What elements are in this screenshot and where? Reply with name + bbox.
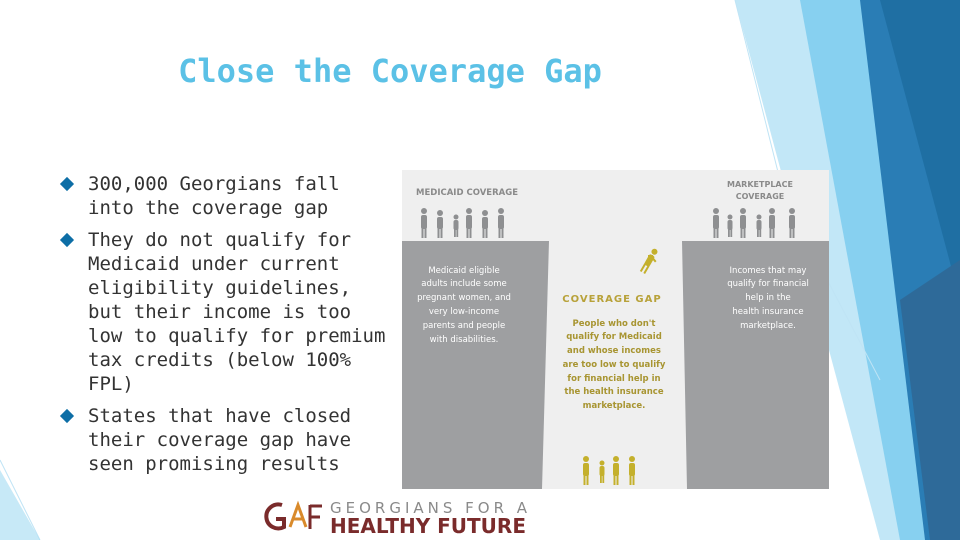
- logo-line-1: GEORGIANS FOR A: [330, 499, 532, 517]
- bullet-text: They do not qualify for Medicaid under c…: [88, 229, 386, 395]
- gap-text-line: the health insurance: [564, 387, 663, 397]
- medicaid-text-line: Medicaid eligible: [428, 266, 499, 276]
- medicaid-block: [402, 241, 549, 489]
- medicaid-text-line: with disabilities.: [430, 335, 499, 345]
- marketplace-description: Incomes that may qualify for financial h…: [727, 266, 809, 331]
- marketplace-block: [682, 241, 829, 489]
- coverage-gap-label: COVERAGE GAP: [562, 294, 661, 305]
- gap-text-line: marketplace.: [583, 401, 646, 411]
- people-icons-marketplace: [713, 208, 795, 238]
- diamond-bullet-icon: [59, 176, 75, 192]
- marketplace-text-line: qualify for financial: [727, 279, 809, 289]
- marketplace-text-line: Incomes that may: [730, 266, 807, 276]
- gap-text-line: People who don't: [573, 319, 656, 329]
- marketplace-text-line: help in the: [745, 293, 790, 303]
- gap-description: People who don't qualify for Medicaid an…: [563, 319, 666, 411]
- bullet-item: States that have closed their coverage g…: [59, 404, 390, 476]
- gahf-logo-mark-icon: [264, 500, 322, 531]
- marketplace-text-line: marketplace.: [740, 321, 796, 331]
- logo-line-2: HEALTHY FUTURE: [330, 514, 526, 538]
- gap-text-line: qualify for Medicaid: [566, 332, 662, 342]
- falling-person-icon: [639, 248, 658, 275]
- medicaid-description: Medicaid eligible adults include some pr…: [417, 266, 511, 345]
- marketplace-label-2: COVERAGE: [736, 192, 785, 201]
- marketplace-text-line: health insurance: [732, 307, 803, 317]
- bullet-item: 300,000 Georgians fall into the coverage…: [59, 172, 390, 220]
- bullet-item: They do not qualify for Medicaid under c…: [59, 228, 390, 396]
- bullet-text: States that have closed their coverage g…: [88, 405, 352, 475]
- diamond-bullet-icon: [59, 232, 75, 248]
- page-title: Close the Coverage Gap: [178, 52, 602, 90]
- medicaid-text-line: parents and people: [423, 321, 506, 331]
- gap-text-line: for financial help in: [567, 374, 660, 384]
- coverage-gap-infographic: MEDICAID COVERAGE MARKETPLACE COVERAGE: [402, 170, 829, 489]
- medicaid-label: MEDICAID COVERAGE: [416, 188, 518, 198]
- bullet-text: 300,000 Georgians fall into the coverage…: [88, 173, 340, 219]
- medicaid-text-line: very low-income: [429, 307, 499, 317]
- people-icons-medicaid: [421, 208, 504, 238]
- medicaid-text-line: pregnant women, and: [417, 293, 511, 303]
- diamond-bullet-icon: [59, 408, 75, 424]
- medicaid-text-line: adults include some: [421, 279, 506, 289]
- people-icons-gap: [583, 456, 635, 485]
- gap-text-line: and whose incomes: [567, 346, 661, 356]
- gap-text-line: are too low to qualify: [563, 360, 666, 370]
- marketplace-label-1: MARKETPLACE: [727, 180, 793, 189]
- bullet-list: 300,000 Georgians fall into the coverage…: [59, 172, 390, 484]
- organization-logo: GEORGIANS FOR A HEALTHY FUTURE: [262, 497, 532, 538]
